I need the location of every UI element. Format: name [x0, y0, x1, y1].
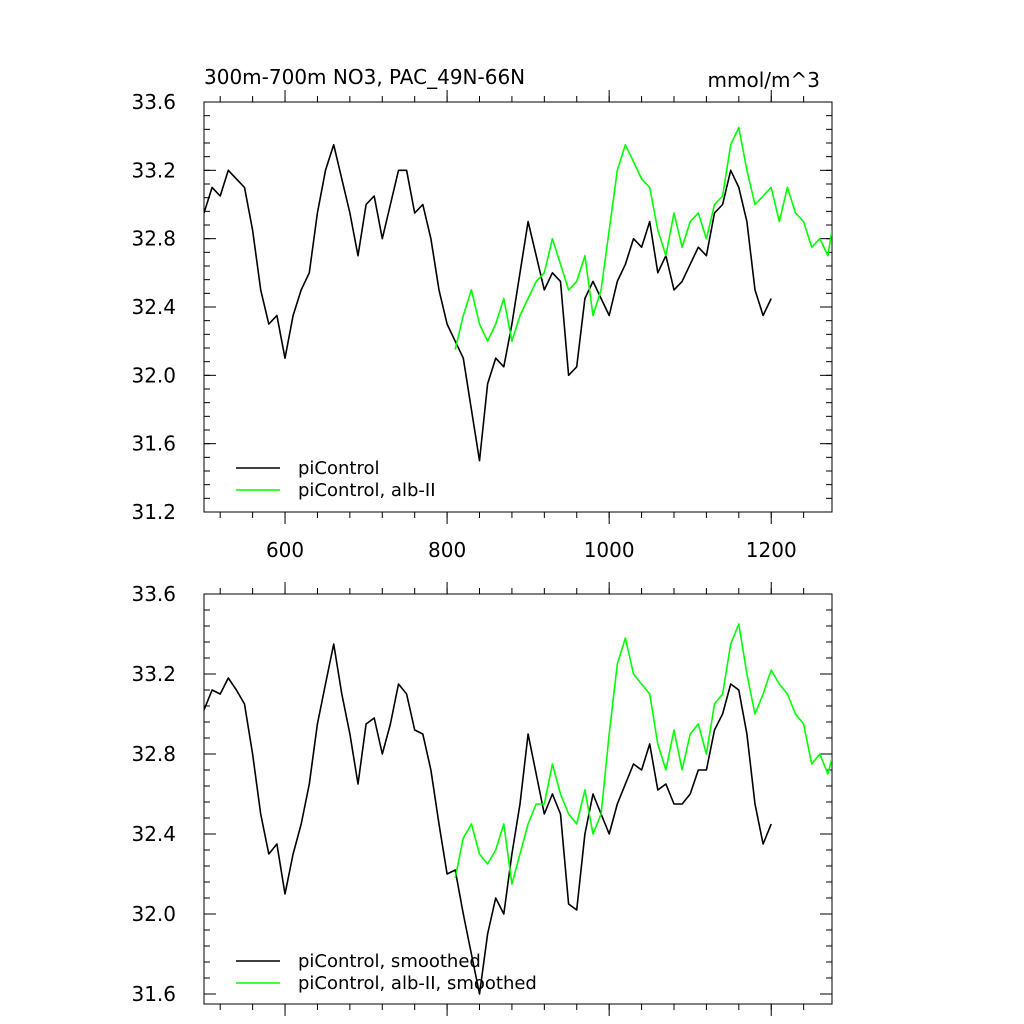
- x-tick-label: 600: [266, 538, 304, 562]
- x-tick-label: 800: [428, 538, 466, 562]
- y-tick-label: 32.0: [131, 363, 176, 387]
- y-tick-label: 32.8: [131, 227, 176, 251]
- legend-label: piControl, smoothed: [298, 951, 481, 972]
- series-line-alb-ii: [454, 623, 832, 885]
- legend-label: piControl: [298, 458, 380, 479]
- legend-label: piControl, alb-II, smoothed: [298, 973, 537, 994]
- x-tick-label: 1200: [746, 538, 797, 562]
- series-line-alb-ii: [454, 126, 832, 350]
- bottom-plot-area: 31.6 32.0 32.4 32.8 33.2 33.6 piControl, smoot…: [131, 582, 833, 1016]
- y-tick-label: 32.0: [131, 902, 176, 926]
- y-tick-label: 31.6: [131, 432, 176, 456]
- bottom-panel: 31.6 32.0 32.4 32.8 33.2 33.6 piControl, smoot…: [131, 582, 833, 1016]
- y-tick-label: 33.6: [131, 90, 176, 114]
- y-tick-label: 32.4: [131, 295, 176, 319]
- units-label: mmol/m^3: [708, 68, 820, 92]
- chart-title: 300m-700m NO3, PAC_49N-66N: [204, 65, 525, 89]
- legend-label: piControl, alb-II: [298, 480, 436, 501]
- series-line-picontrol: [204, 143, 772, 462]
- x-tick-label: 1000: [584, 538, 635, 562]
- plot-frame: [203, 593, 833, 1005]
- top-plot-area: 31.2 31.6 32.0 32.4 32.8 33.2 33.6 600 800 1000 12…: [131, 90, 833, 562]
- y-tick-label: 33.2: [131, 662, 176, 686]
- series-line-picontrol: [204, 643, 772, 995]
- y-tick-label: 32.4: [131, 822, 176, 846]
- y-tick-label: 33.6: [131, 582, 176, 606]
- y-tick-label: 31.6: [131, 982, 176, 1006]
- top-panel: 300m-700m NO3, PAC_49N-66N mmol/m^3 31.2…: [131, 65, 833, 562]
- y-tick-label: 32.8: [131, 742, 176, 766]
- y-tick-label: 33.2: [131, 158, 176, 182]
- y-tick-label: 31.2: [131, 500, 176, 524]
